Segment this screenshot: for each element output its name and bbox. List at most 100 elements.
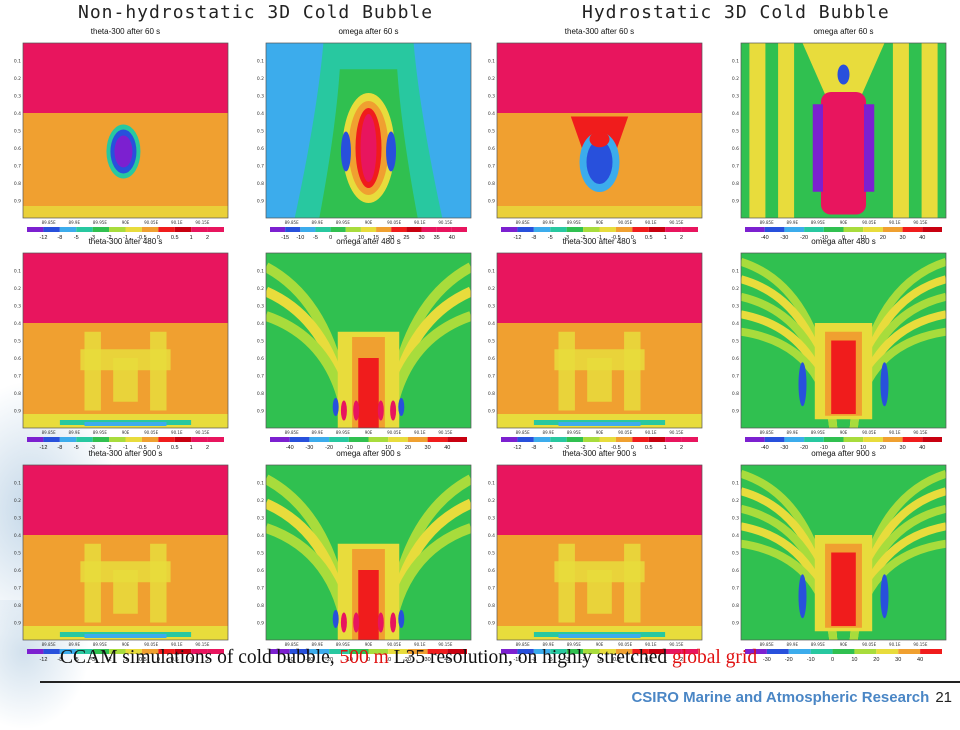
x-tick-label: 90E (122, 642, 130, 647)
colorbar-segment (550, 437, 567, 442)
contour-fill (23, 253, 228, 323)
colorbar-label: -1 (597, 657, 602, 663)
y-tick-label: 0.4 (257, 321, 264, 327)
colorbar-segment (406, 227, 422, 232)
colorbar-label: -5 (74, 657, 79, 663)
colorbar-label: -40 (761, 445, 769, 451)
contour-field (266, 465, 471, 640)
colorbar-label: -30 (780, 445, 788, 451)
panel-title: theta-300 after 480 s (563, 237, 637, 246)
bubble-contour (812, 104, 823, 192)
contour-field (266, 253, 471, 428)
colorbar-label: -3 (564, 235, 569, 241)
colorbar-segment (207, 649, 224, 654)
colorbar-segment (376, 227, 392, 232)
bubble-contour (386, 131, 397, 172)
colorbar-segment (109, 227, 126, 232)
y-tick-label: 0.8 (257, 181, 264, 187)
caption-text-2: L35 resolution, on highly stretched (388, 647, 673, 668)
page-number: 21 (935, 689, 952, 706)
colorbar-segment (922, 227, 942, 232)
y-tick-label: 0.1 (14, 59, 21, 65)
colorbar-label: -5 (74, 235, 79, 241)
bubble-contour (358, 570, 379, 640)
colorbar-label: -10 (345, 445, 353, 451)
x-tick-label: 90.1E (171, 430, 183, 435)
contour-band (749, 43, 766, 218)
x-tick-label: 89.95E (811, 642, 825, 647)
x-tick-label: 90.15E (913, 430, 927, 435)
y-tick-label: 0.8 (14, 391, 21, 397)
y-tick-label: 0.7 (488, 374, 495, 380)
bubble-contour (820, 92, 867, 215)
panel-title: theta-300 after 60 s (91, 27, 160, 36)
colorbar-label: -30 (305, 657, 313, 663)
colorbar-label: 20 (405, 657, 411, 663)
y-tick-label: 0.4 (257, 533, 264, 539)
x-tick-label: 90.05E (618, 642, 632, 647)
y-tick-label: 0.4 (732, 111, 739, 117)
x-tick-label: 90E (840, 430, 848, 435)
colorbar-segment (427, 649, 448, 654)
caption-text-1: CCAM simulations of cold bubble, (60, 647, 340, 668)
colorbar-label: 40 (444, 657, 450, 663)
colorbar-segment (766, 649, 789, 654)
x-tick-label: 90.15E (438, 642, 452, 647)
panel-title: omega after 60 s (813, 27, 873, 36)
colorbar-segment (109, 437, 126, 442)
colorbar-segment (784, 437, 805, 442)
colorbar-segment (109, 649, 126, 654)
y-tick-label: 0.8 (732, 603, 739, 609)
contour-band (84, 331, 101, 411)
y-tick-label: 0.2 (257, 286, 264, 292)
colorbar-label: 40 (917, 657, 923, 663)
x-tick-label: 89.95E (567, 642, 581, 647)
x-tick-label: 89.85E (285, 220, 299, 225)
x-tick-label: 90E (840, 642, 848, 647)
x-tick-label: 90.15E (669, 642, 683, 647)
colorbar-label: 1 (190, 235, 193, 241)
colorbar-segment (533, 437, 551, 442)
colorbar-label: 10 (860, 445, 866, 451)
chart-panel: omega after 60 s 0.1 0.2 0.3 0.4 0.5 0.6 0.7 0.8… (732, 27, 947, 241)
y-tick-label: 0.8 (732, 391, 739, 397)
x-tick-label: 90.1E (171, 220, 183, 225)
colorbar-segment (599, 227, 616, 232)
contour-fill (23, 465, 228, 535)
plot-frame (496, 464, 703, 641)
colorbar-segment (517, 227, 534, 232)
colorbar-segment (920, 649, 942, 654)
y-tick-label: 0.1 (488, 269, 495, 275)
colorbar-segment (882, 227, 903, 232)
plot-frame (740, 42, 947, 219)
colorbar-label: 10 (385, 445, 391, 451)
colorbar-label: -30 (780, 235, 788, 241)
colorbar-label: -20 (785, 657, 793, 663)
footer-divider (40, 681, 960, 683)
panel-title: theta-300 after 900 s (563, 449, 637, 458)
x-tick-label: 89.95E (93, 430, 107, 435)
x-tick-label: 89.95E (336, 430, 350, 435)
contour-field (266, 43, 471, 218)
y-tick-label: 0.3 (14, 516, 21, 522)
colorbar-segment (207, 227, 224, 232)
footer: CSIRO Marine and Atmospheric Research 21 (631, 689, 952, 706)
caption-highlight-resolution: 500 m (339, 647, 389, 668)
y-tick-label: 0.4 (488, 111, 495, 117)
colorbar-segment (615, 227, 633, 232)
colorbar-segment (191, 227, 208, 232)
colorbar-label: -1 (597, 235, 602, 241)
plot-frame (265, 464, 472, 641)
colorbar-label: -2 (581, 235, 586, 241)
plot-frame (265, 252, 472, 429)
contour-band (624, 543, 641, 623)
x-tick-label: 90.15E (195, 642, 209, 647)
colorbar-segment (43, 227, 60, 232)
x-tick-label: 90.1E (414, 642, 426, 647)
x-tick-label: 89.95E (811, 220, 825, 225)
x-tick-label: 90.1E (414, 220, 426, 225)
colorbar-label: -20 (800, 235, 808, 241)
colorbar-segment (876, 649, 899, 654)
colorbar-segment (681, 437, 698, 442)
colorbar-label: -12 (39, 235, 47, 241)
